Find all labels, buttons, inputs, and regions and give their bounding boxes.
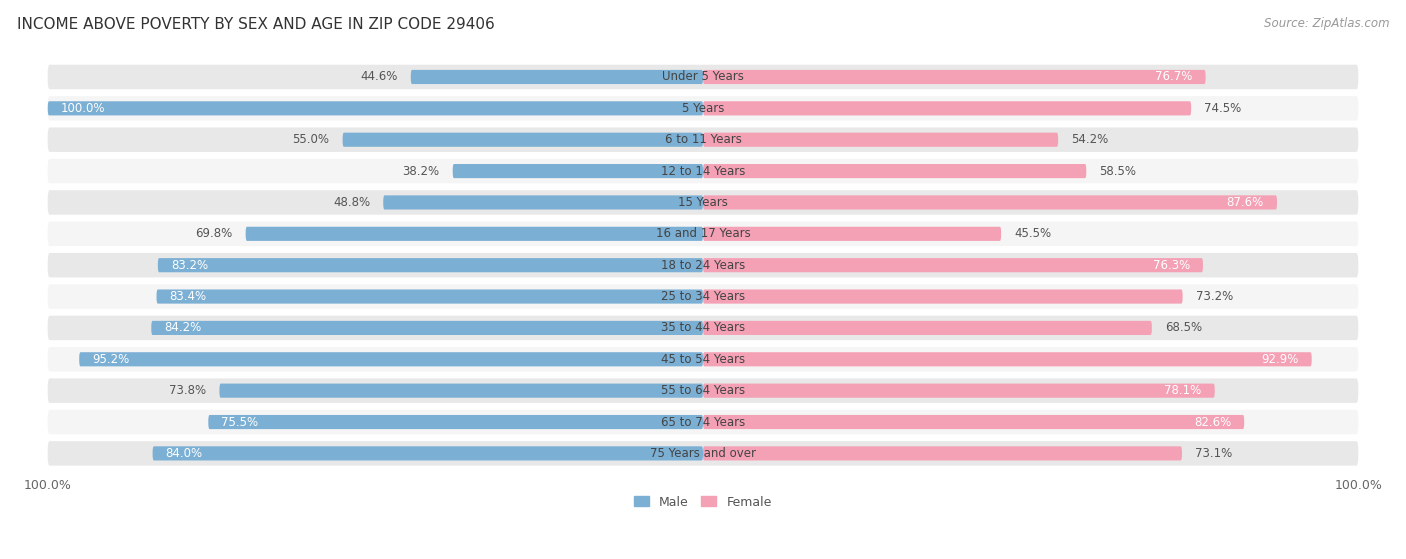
- FancyBboxPatch shape: [48, 101, 703, 115]
- FancyBboxPatch shape: [48, 253, 1358, 277]
- Text: 76.7%: 76.7%: [1156, 70, 1192, 83]
- Text: 75.5%: 75.5%: [221, 415, 259, 429]
- FancyBboxPatch shape: [703, 290, 1182, 304]
- Text: 78.1%: 78.1%: [1164, 384, 1202, 397]
- Text: 5 Years: 5 Years: [682, 102, 724, 115]
- FancyBboxPatch shape: [411, 70, 703, 84]
- FancyBboxPatch shape: [703, 196, 1277, 210]
- FancyBboxPatch shape: [703, 227, 1001, 241]
- FancyBboxPatch shape: [703, 70, 1205, 84]
- FancyBboxPatch shape: [703, 415, 1244, 429]
- Text: 100.0%: 100.0%: [60, 102, 105, 115]
- Text: 16 and 17 Years: 16 and 17 Years: [655, 228, 751, 240]
- Text: 76.3%: 76.3%: [1153, 259, 1189, 272]
- Text: 44.6%: 44.6%: [360, 70, 398, 83]
- Text: 55.0%: 55.0%: [292, 133, 329, 146]
- FancyBboxPatch shape: [703, 132, 1059, 147]
- Text: 73.1%: 73.1%: [1195, 447, 1232, 460]
- FancyBboxPatch shape: [79, 352, 703, 366]
- FancyBboxPatch shape: [48, 127, 1358, 152]
- Text: 65 to 74 Years: 65 to 74 Years: [661, 415, 745, 429]
- Text: 68.5%: 68.5%: [1166, 321, 1202, 334]
- Text: 73.2%: 73.2%: [1195, 290, 1233, 303]
- Text: 75 Years and over: 75 Years and over: [650, 447, 756, 460]
- Text: 84.2%: 84.2%: [165, 321, 201, 334]
- FancyBboxPatch shape: [48, 221, 1358, 246]
- FancyBboxPatch shape: [48, 316, 1358, 340]
- FancyBboxPatch shape: [48, 65, 1358, 89]
- FancyBboxPatch shape: [703, 321, 1152, 335]
- FancyBboxPatch shape: [343, 132, 703, 147]
- FancyBboxPatch shape: [384, 196, 703, 210]
- FancyBboxPatch shape: [208, 415, 703, 429]
- Text: 45.5%: 45.5%: [1014, 228, 1052, 240]
- FancyBboxPatch shape: [48, 190, 1358, 215]
- Text: 35 to 44 Years: 35 to 44 Years: [661, 321, 745, 334]
- FancyBboxPatch shape: [703, 164, 1087, 178]
- FancyBboxPatch shape: [48, 347, 1358, 372]
- Text: 74.5%: 74.5%: [1205, 102, 1241, 115]
- Text: 25 to 34 Years: 25 to 34 Years: [661, 290, 745, 303]
- FancyBboxPatch shape: [48, 378, 1358, 403]
- Text: 18 to 24 Years: 18 to 24 Years: [661, 259, 745, 272]
- FancyBboxPatch shape: [152, 321, 703, 335]
- FancyBboxPatch shape: [48, 96, 1358, 121]
- Text: 73.8%: 73.8%: [169, 384, 207, 397]
- Text: 38.2%: 38.2%: [402, 164, 440, 178]
- Text: INCOME ABOVE POVERTY BY SEX AND AGE IN ZIP CODE 29406: INCOME ABOVE POVERTY BY SEX AND AGE IN Z…: [17, 17, 495, 32]
- FancyBboxPatch shape: [703, 352, 1312, 366]
- Text: 54.2%: 54.2%: [1071, 133, 1108, 146]
- FancyBboxPatch shape: [246, 227, 703, 241]
- Text: 15 Years: 15 Years: [678, 196, 728, 209]
- Text: 48.8%: 48.8%: [333, 196, 370, 209]
- FancyBboxPatch shape: [153, 446, 703, 461]
- Text: 82.6%: 82.6%: [1194, 415, 1232, 429]
- Text: 87.6%: 87.6%: [1226, 196, 1264, 209]
- Text: Under 5 Years: Under 5 Years: [662, 70, 744, 83]
- Legend: Male, Female: Male, Female: [630, 491, 776, 514]
- FancyBboxPatch shape: [703, 446, 1182, 461]
- Text: 45 to 54 Years: 45 to 54 Years: [661, 353, 745, 366]
- FancyBboxPatch shape: [156, 290, 703, 304]
- FancyBboxPatch shape: [703, 258, 1204, 272]
- Text: 83.4%: 83.4%: [170, 290, 207, 303]
- Text: 92.9%: 92.9%: [1261, 353, 1299, 366]
- FancyBboxPatch shape: [48, 159, 1358, 183]
- Text: 55 to 64 Years: 55 to 64 Years: [661, 384, 745, 397]
- FancyBboxPatch shape: [48, 441, 1358, 466]
- FancyBboxPatch shape: [453, 164, 703, 178]
- Text: 95.2%: 95.2%: [93, 353, 129, 366]
- Text: 84.0%: 84.0%: [166, 447, 202, 460]
- FancyBboxPatch shape: [703, 383, 1215, 398]
- Text: 69.8%: 69.8%: [195, 228, 232, 240]
- Text: 58.5%: 58.5%: [1099, 164, 1136, 178]
- FancyBboxPatch shape: [703, 101, 1191, 115]
- FancyBboxPatch shape: [219, 383, 703, 398]
- FancyBboxPatch shape: [48, 285, 1358, 309]
- Text: Source: ZipAtlas.com: Source: ZipAtlas.com: [1264, 17, 1389, 30]
- FancyBboxPatch shape: [157, 258, 703, 272]
- FancyBboxPatch shape: [48, 410, 1358, 434]
- Text: 12 to 14 Years: 12 to 14 Years: [661, 164, 745, 178]
- Text: 6 to 11 Years: 6 to 11 Years: [665, 133, 741, 146]
- Text: 83.2%: 83.2%: [172, 259, 208, 272]
